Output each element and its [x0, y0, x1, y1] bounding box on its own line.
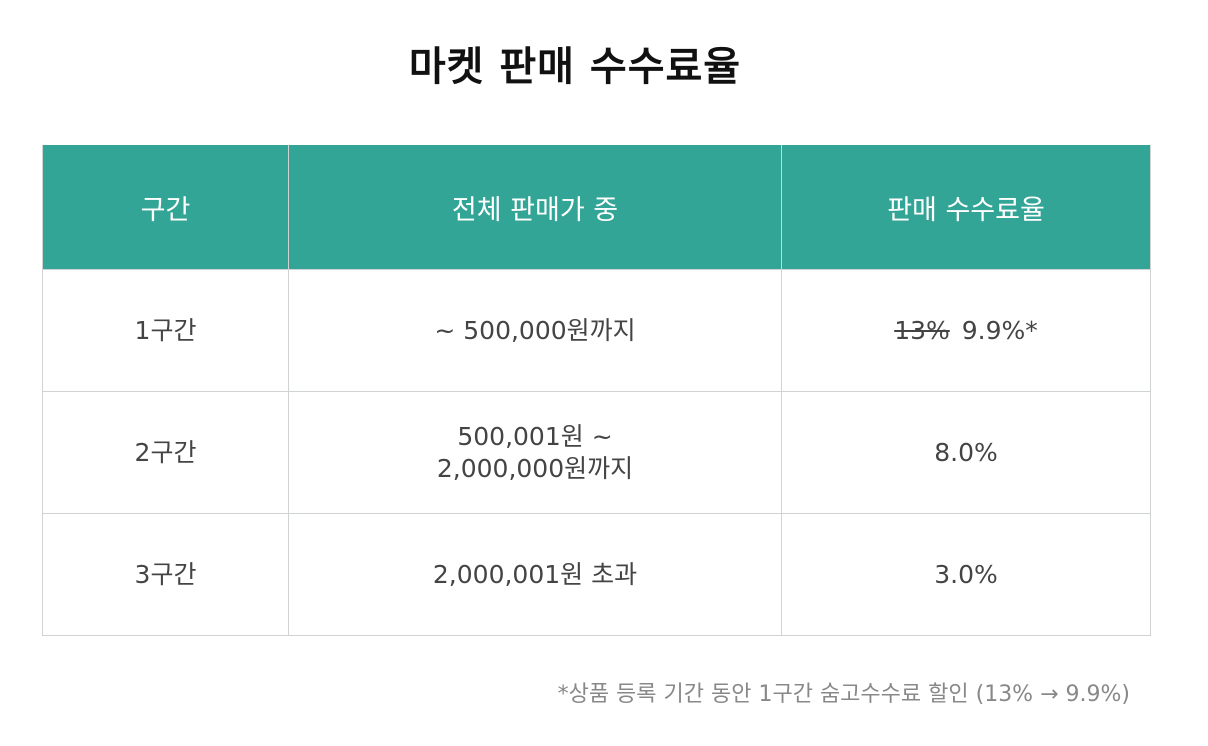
table-row: 3구간 2,000,001원 초과 3.0% [42, 513, 1151, 636]
original-rate: 13% [894, 315, 950, 345]
fee-rate-cell: 13% 9.9%* [781, 269, 1151, 392]
header-fee-rate: 판매 수수료율 [781, 145, 1151, 270]
tier-cell: 3구간 [42, 513, 289, 636]
table-row: 2구간 500,001원 ~ 2,000,000원까지 8.0% [42, 391, 1151, 514]
price-range-line: 2,000,001원 초과 [432, 559, 638, 589]
discounted-rate: 9.9%* [961, 315, 1038, 345]
fee-rate-cell: 8.0% [781, 391, 1151, 514]
price-range-cell: ~ 500,000원까지 [288, 269, 782, 392]
tier-cell: 2구간 [42, 391, 289, 514]
price-range-line: 2,000,000원까지 [436, 453, 634, 483]
fee-table: 구간 전체 판매가 중 판매 수수료율 1구간 ~ 500,000원까지 13%… [42, 145, 1151, 636]
price-range-line: 500,001원 ~ [457, 421, 613, 451]
header-price-range: 전체 판매가 중 [288, 145, 782, 270]
price-range-line: ~ 500,000원까지 [434, 315, 636, 345]
tier-cell: 1구간 [42, 269, 289, 392]
header-tier: 구간 [42, 145, 289, 270]
table-header-row: 구간 전체 판매가 중 판매 수수료율 [42, 145, 1151, 270]
table-row: 1구간 ~ 500,000원까지 13% 9.9%* [42, 269, 1151, 392]
price-range-cell: 500,001원 ~ 2,000,000원까지 [288, 391, 782, 514]
price-range-cell: 2,000,001원 초과 [288, 513, 782, 636]
footnote: *상품 등록 기간 동안 1구간 숨고수수료 할인 (13% → 9.9%) [557, 682, 1130, 707]
page-title: 마켓 판매 수수료율 [408, 44, 742, 90]
fee-rate-cell: 3.0% [781, 513, 1151, 636]
